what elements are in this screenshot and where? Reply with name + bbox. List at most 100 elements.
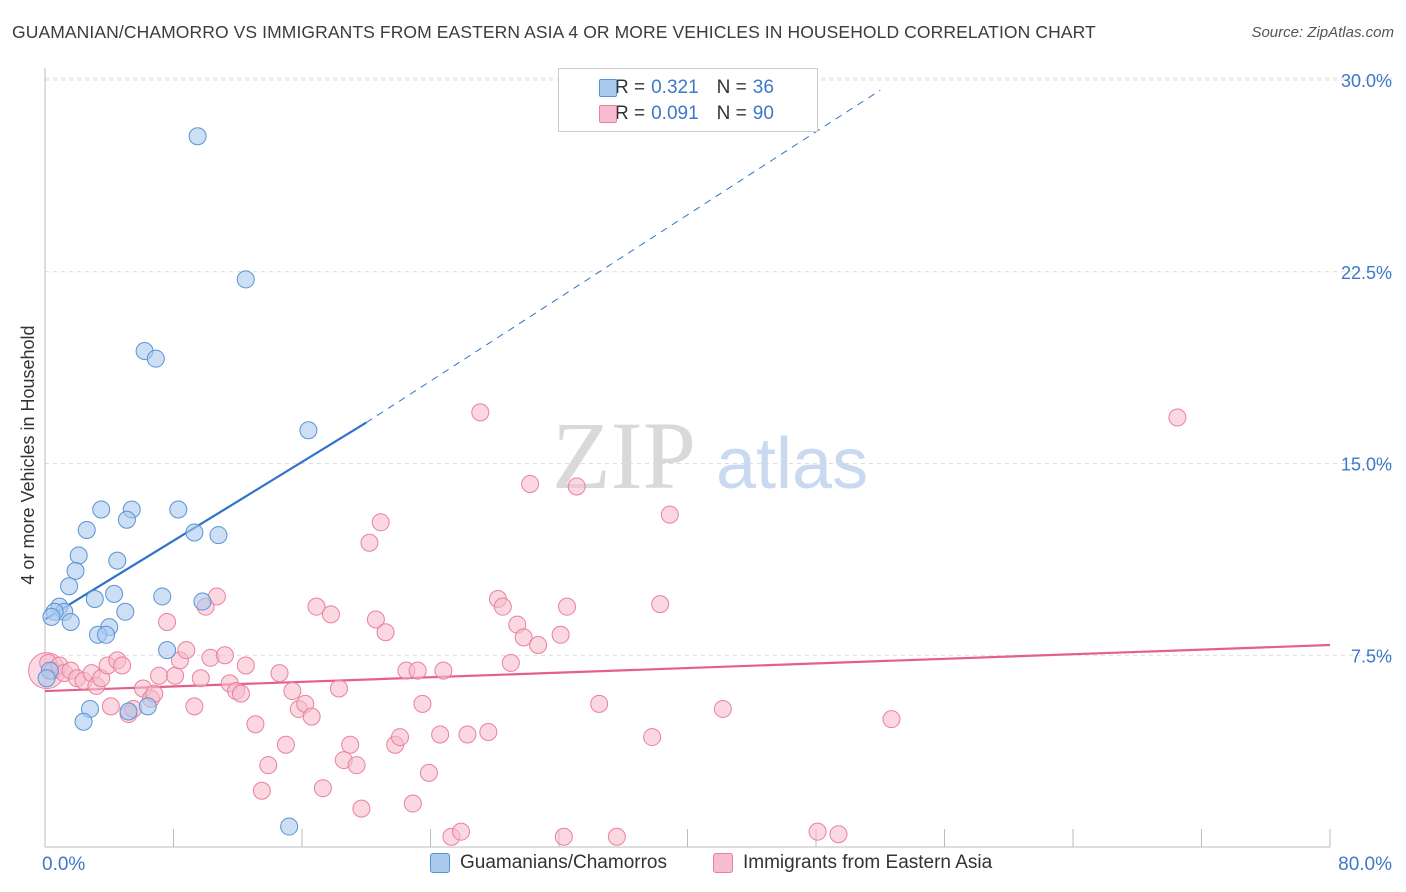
data-point-series2 <box>113 656 132 675</box>
axes <box>44 68 1331 848</box>
data-point-series2 <box>101 697 120 716</box>
data-point-series2 <box>403 794 422 813</box>
data-point-series2 <box>493 597 512 616</box>
y-tick-label: 22.5% <box>1341 263 1392 283</box>
data-point-series2 <box>551 625 570 644</box>
data-point-series2 <box>302 707 321 726</box>
data-point-series2 <box>191 669 210 688</box>
data-point-series1 <box>60 577 79 596</box>
data-point-series1 <box>66 561 85 580</box>
bottom-legend-label-series2: Immigrants from Eastern Asia <box>743 852 993 873</box>
data-point-series2 <box>431 725 450 744</box>
data-point-series1 <box>97 625 116 644</box>
bottom-legend-label-series1: Guamanians/Chamorros <box>460 852 667 873</box>
data-point-series2 <box>643 728 662 747</box>
bottom-legend-series1: Guamanians/Chamorros <box>430 852 667 874</box>
data-point-series2 <box>479 722 498 741</box>
data-point-series1 <box>185 523 204 542</box>
data-point-series1 <box>236 270 255 289</box>
data-point-series2 <box>434 661 453 680</box>
legend-n-value-series2: 90 <box>752 103 774 124</box>
data-point-series2 <box>458 725 477 744</box>
data-point-series1 <box>138 697 157 716</box>
grid-lines <box>45 77 1392 656</box>
data-point-series2 <box>882 710 901 729</box>
data-point-series1 <box>280 817 299 836</box>
data-point-series1 <box>299 421 318 440</box>
data-point-series2 <box>419 763 438 782</box>
data-point-series1 <box>119 702 138 721</box>
legend-r-value-series1: 0.321 <box>651 77 699 98</box>
data-point-series2 <box>660 505 679 524</box>
data-point-series1 <box>158 641 177 660</box>
data-point-series1 <box>188 127 207 146</box>
data-points <box>28 127 1187 846</box>
data-point-series1 <box>193 592 212 611</box>
legend-swatch-series1 <box>599 79 617 97</box>
legend-swatch-series2 <box>599 105 617 123</box>
data-point-series2 <box>651 595 670 614</box>
watermark-atlas: atlas <box>716 424 868 504</box>
data-point-series2 <box>329 679 348 698</box>
data-point-series1 <box>117 510 136 529</box>
data-point-series2 <box>408 661 427 680</box>
data-point-series2 <box>607 827 626 846</box>
data-point-series1 <box>61 613 80 632</box>
bottom-legend-series2: Immigrants from Eastern Asia <box>713 852 992 874</box>
data-point-series2 <box>366 610 385 629</box>
data-point-series2 <box>321 605 340 624</box>
data-point-series2 <box>341 735 360 754</box>
data-point-series2 <box>567 477 586 496</box>
data-point-series2 <box>554 827 573 846</box>
chart-title: GUAMANIAN/CHAMORRO VS IMMIGRANTS FROM EA… <box>12 22 1096 42</box>
data-point-series2 <box>452 822 471 841</box>
data-point-series2 <box>236 656 255 675</box>
data-point-series1 <box>77 520 96 539</box>
data-point-series2 <box>371 513 390 532</box>
data-point-series1 <box>169 500 188 519</box>
watermark: ZIP atlas <box>552 402 868 509</box>
y-tick-label: 15.0% <box>1341 455 1392 475</box>
data-point-series2 <box>829 825 848 844</box>
y-tick-label: 7.5% <box>1351 646 1392 666</box>
legend-r-label: R = <box>615 77 646 98</box>
data-point-series1 <box>116 602 135 621</box>
data-point-series1 <box>108 551 127 570</box>
data-point-series2 <box>231 684 250 703</box>
trend-line-series2 <box>44 643 1331 693</box>
data-point-series2 <box>185 697 204 716</box>
data-point-series2 <box>246 715 265 734</box>
data-point-series1 <box>105 584 124 603</box>
y-axis-title: 4 or more Vehicles in Household <box>18 325 38 584</box>
data-point-series2 <box>590 694 609 713</box>
legend-n-label: N = <box>716 77 747 98</box>
data-point-series2 <box>177 641 196 660</box>
data-point-series2 <box>158 613 177 632</box>
trend-line-series1-extension <box>365 89 881 424</box>
y-tick-label: 30.0% <box>1341 71 1392 91</box>
data-point-series1 <box>146 349 165 368</box>
x-tick-label-max: 80.0% <box>1338 854 1392 875</box>
data-point-series2 <box>390 728 409 747</box>
data-point-series1 <box>37 669 56 688</box>
data-point-series2 <box>252 781 271 800</box>
data-point-series1 <box>74 712 93 731</box>
data-point-series2 <box>529 636 548 655</box>
data-point-series1 <box>209 526 228 545</box>
bottom-legend: Guamanians/Chamorros Immigrants from Eas… <box>0 852 1406 878</box>
trend-line-series1 <box>44 421 367 621</box>
legend: R = 0.321 N = 36 R = 0.091 N = 90 <box>558 68 818 132</box>
data-point-series1 <box>85 590 104 609</box>
legend-r-value-series2: 0.091 <box>651 103 699 124</box>
data-point-series2 <box>521 474 540 493</box>
data-point-series1 <box>69 546 88 565</box>
data-point-series1 <box>153 587 172 606</box>
bottom-legend-swatch-series2 <box>713 853 733 873</box>
data-point-series1 <box>92 500 111 519</box>
data-point-series2 <box>270 664 289 683</box>
data-point-series2 <box>501 653 520 672</box>
bottom-legend-swatch-series1 <box>430 853 450 873</box>
data-point-series2 <box>713 699 732 718</box>
data-point-series2 <box>307 597 326 616</box>
